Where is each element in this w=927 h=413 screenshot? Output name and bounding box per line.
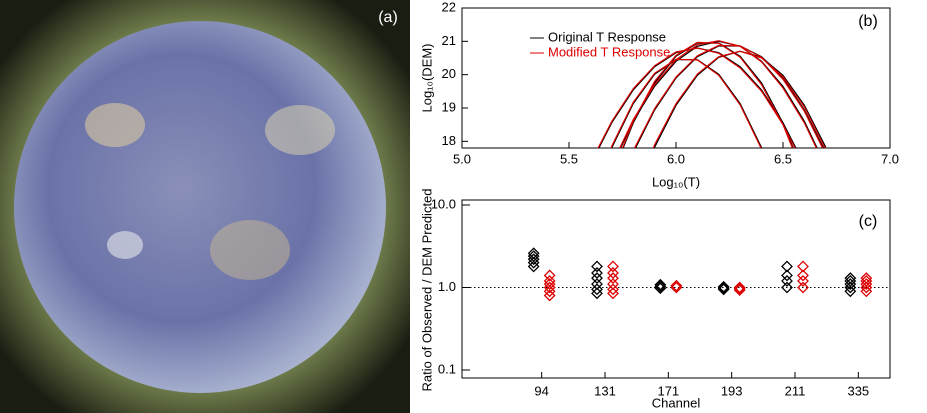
diamond (591, 267, 603, 279)
diamond (844, 281, 857, 294)
dem-curve (610, 58, 762, 148)
diamond (670, 279, 683, 292)
diamond (733, 282, 746, 295)
diamond (797, 269, 809, 282)
diamond (543, 285, 556, 298)
legend-label: Original T Response (548, 29, 666, 44)
diamond (591, 287, 603, 300)
diamond (781, 260, 793, 273)
dem-curve (652, 50, 826, 148)
y-axis-label: Log₁₀(DEM) (419, 43, 434, 112)
dem-curve (597, 47, 796, 148)
x-tick-label: 335 (847, 383, 869, 398)
y-tick-label: 10.0 (431, 196, 456, 211)
diamond (527, 260, 540, 273)
diamond (607, 287, 619, 300)
diamond (543, 278, 556, 291)
diamond (607, 272, 619, 285)
legend-label: Modified T Response (548, 44, 670, 59)
diamond (591, 272, 603, 285)
y-tick-label: 22 (442, 0, 456, 14)
diamond (797, 281, 809, 294)
diamond (844, 278, 857, 291)
panel-label: (a) (378, 9, 398, 26)
x-axis-label: Channel (652, 395, 701, 410)
diamond (527, 256, 540, 269)
diamond (591, 283, 603, 296)
panel-label: (c) (859, 213, 878, 230)
y-tick-label: 21 (442, 33, 456, 48)
panel-label: (b) (858, 13, 878, 30)
diamond (781, 281, 793, 294)
diamond (717, 283, 730, 296)
diamond (717, 282, 730, 295)
active-region (85, 103, 145, 147)
x-tick-label: 171 (657, 383, 679, 398)
diamond (844, 285, 857, 298)
x-tick-label: 94 (534, 383, 548, 398)
diamond (654, 280, 667, 293)
x-tick-label: 211 (785, 383, 806, 398)
curves (597, 40, 827, 148)
diamond (860, 285, 873, 298)
x-tick-label: 131 (594, 383, 616, 398)
diamond (670, 281, 683, 294)
y-tick-label: 0.1 (438, 361, 456, 376)
diamond (733, 284, 746, 297)
diamond (860, 278, 873, 291)
diamond (733, 281, 746, 294)
diamond (543, 269, 556, 282)
diamond (860, 281, 873, 294)
diamond (527, 253, 540, 266)
diamond (607, 260, 619, 273)
x-tick-label: 6.5 (774, 151, 792, 166)
dem-curve (621, 41, 794, 148)
diamond (607, 283, 619, 296)
diamond (543, 281, 556, 294)
x-tick-label: 193 (721, 383, 743, 398)
diamond (607, 267, 619, 279)
y-tick-label: 18 (442, 133, 456, 148)
x-tick-label: 5.5 (560, 151, 578, 166)
x-tick-label: 6.0 (667, 151, 685, 166)
diamond (781, 269, 793, 282)
diamond (591, 260, 603, 273)
diamond (797, 260, 809, 273)
x-tick-label: 7.0 (881, 151, 899, 166)
diamond (717, 280, 730, 293)
y-tick-label: 1.0 (438, 279, 456, 294)
diamond (654, 278, 667, 291)
x-tick-label: 5.0 (453, 151, 471, 166)
dem-curve (633, 44, 824, 148)
diamond (781, 275, 793, 287)
sun-disk (14, 21, 386, 393)
diamond (543, 289, 556, 302)
active-region (210, 220, 290, 280)
y-tick-label: 19 (442, 99, 456, 114)
active-region (265, 105, 335, 155)
diamond (797, 275, 809, 287)
y-tick-label: 20 (442, 66, 456, 81)
active-region (107, 231, 143, 259)
y-axis-label: Ratio of Observed / DEM Predicted (419, 188, 434, 391)
diamond (654, 282, 667, 295)
dem-curve (619, 40, 817, 148)
x-axis-label: Log₁₀(T) (652, 174, 700, 189)
plot-frame (461, 199, 891, 379)
